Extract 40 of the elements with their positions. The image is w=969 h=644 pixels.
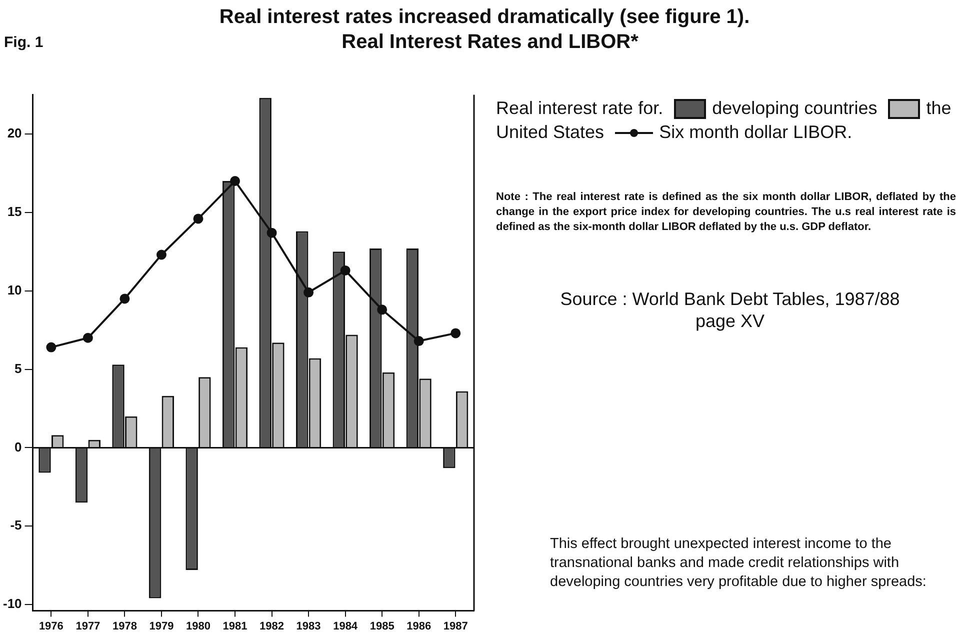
- x-tick-label: 1981: [222, 620, 248, 632]
- text: Real interest rates increased dramatically (see figure 1).: [218, 6, 751, 29]
- x-tick-label: 1977: [76, 620, 100, 632]
- caption: Fig. 1: [4, 34, 44, 51]
- x-tick-label: 1980: [186, 620, 210, 632]
- point: [377, 304, 388, 315]
- y-tick-label: -10: [2, 596, 22, 612]
- text: This effect brought unexpected interest income to the transnational banks and made credit relationships with developing countries very profitable due to higher spreads:: [550, 535, 928, 592]
- y-tick-label: 5: [14, 360, 22, 376]
- point: [340, 265, 350, 276]
- x-tick-label: 1984: [333, 620, 358, 632]
- point: [304, 287, 314, 298]
- text: Note : The real interest rate is defined as the six month dollar LIBOR, deflated by the change in the export price index for developing countries. The u.s real interest rate is defined as the six-month dollar LIBOR deflated by the u.s. GDP deflator.: [496, 190, 956, 235]
- point: [82, 332, 93, 343]
- x-tick-label: 1985: [370, 620, 394, 632]
- point: [120, 294, 130, 304]
- legend-label: developing countries: [712, 98, 878, 118]
- x-tick-label: 1983: [296, 620, 321, 632]
- x-tick-label: 1986: [406, 620, 432, 632]
- point: [266, 228, 277, 238]
- legend-title: Real interest rate for.: [496, 98, 664, 118]
- x-tick-label: 1979: [149, 620, 174, 632]
- y-tick-label: 20: [7, 126, 22, 141]
- x-tick-label: 1976: [38, 620, 64, 632]
- point: [156, 250, 166, 260]
- x-tick-label: 1978: [112, 620, 137, 632]
- point: [230, 176, 240, 186]
- source-note: Source : World Bank Debt Tables, 1987/88 page XV: [560, 288, 900, 332]
- point: [414, 336, 424, 346]
- point: [46, 342, 56, 352]
- y-tick-label: -5: [10, 518, 22, 533]
- x-tick-label: 1982: [260, 620, 284, 632]
- y-tick-label: 15: [7, 204, 22, 220]
- legend-label: Six month dollar LIBOR.: [659, 122, 852, 142]
- y-tick-label: 0: [14, 439, 22, 454]
- y-tick-label: 10: [7, 282, 22, 298]
- chart-title: Real Interest Rates and LIBOR*: [340, 31, 640, 54]
- point: [450, 328, 461, 338]
- x-tick-label: 1987: [443, 620, 468, 632]
- point: [193, 214, 204, 224]
